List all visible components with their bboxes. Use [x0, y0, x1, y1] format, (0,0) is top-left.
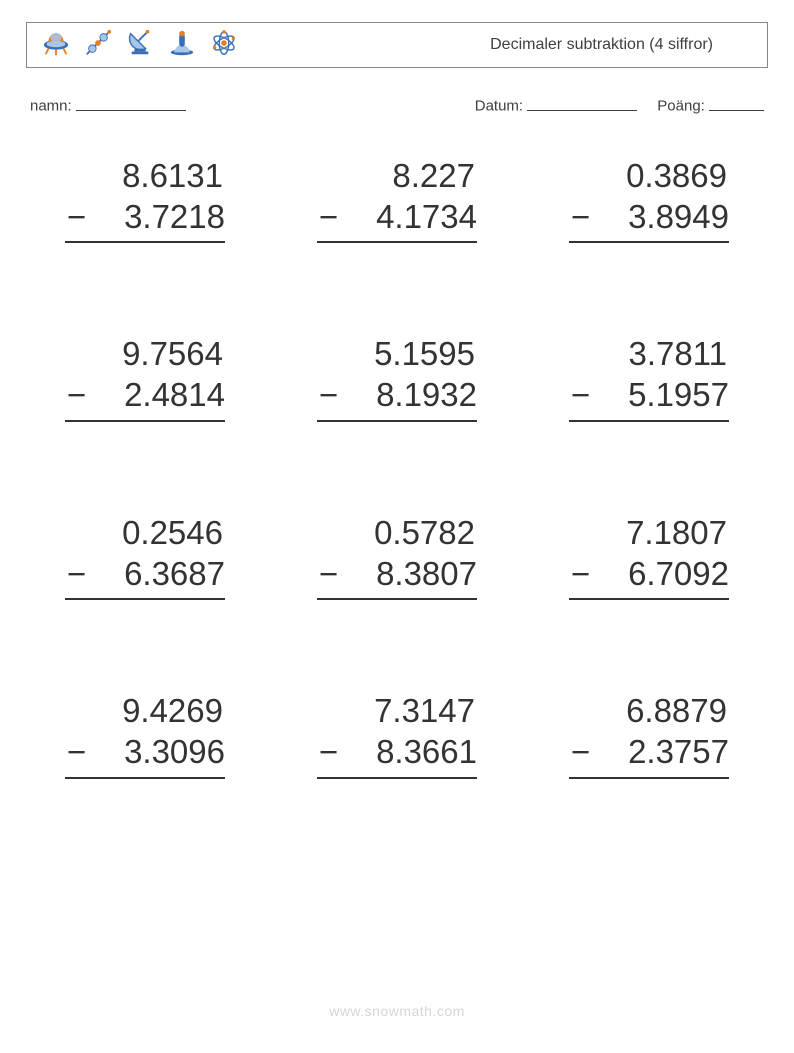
subtrahend-row: − 8.3807: [317, 553, 477, 600]
minuend: 6.8879: [626, 690, 729, 731]
info-left: namn:: [30, 94, 186, 115]
operator: −: [65, 731, 86, 772]
minuend: 9.4269: [122, 690, 225, 731]
name-label: namn:: [30, 98, 72, 115]
minuend: 3.7811: [629, 333, 729, 374]
date-blank: [527, 94, 637, 111]
operator: −: [317, 196, 338, 237]
name-blank: [76, 94, 186, 111]
subtrahend: 6.7092: [628, 553, 729, 594]
score-field: Poäng:: [657, 94, 764, 115]
operator: −: [65, 196, 86, 237]
operator: −: [65, 553, 86, 594]
worksheet-page: Decimaler subtraktion (4 siffror) namn: …: [0, 0, 794, 779]
subtrahend-row: − 4.1734: [317, 196, 477, 243]
subtrahend: 2.3757: [628, 731, 729, 772]
date-field: Datum:: [475, 94, 638, 115]
problem: 0.3869 − 3.8949: [569, 155, 729, 244]
problem: 9.7564 − 2.4814: [65, 333, 225, 422]
problem: 6.8879 − 2.3757: [569, 690, 729, 779]
info-right: Datum: Poäng:: [475, 94, 764, 115]
operator: −: [317, 553, 338, 594]
footer-watermark: www.snowmath.com: [0, 1003, 794, 1019]
subtrahend-row: − 5.1957: [569, 374, 729, 421]
telescope-icon: [167, 28, 197, 63]
atom-icon: [209, 28, 239, 63]
minuend: 9.7564: [122, 333, 225, 374]
operator: −: [569, 374, 590, 415]
subtrahend-row: − 3.8949: [569, 196, 729, 243]
name-field: namn:: [30, 94, 186, 115]
subtrahend: 8.1932: [376, 374, 477, 415]
problem: 0.5782 − 8.3807: [317, 512, 477, 601]
subtrahend-row: − 6.3687: [65, 553, 225, 600]
problem: 0.2546 − 6.3687: [65, 512, 225, 601]
header-box: Decimaler subtraktion (4 siffror): [26, 22, 768, 68]
satellite-icon: [83, 28, 113, 63]
info-row: namn: Datum: Poäng:: [26, 94, 768, 115]
minuend: 8.227: [392, 155, 477, 196]
operator: −: [317, 374, 338, 415]
minuend: 8.6131: [122, 155, 225, 196]
minuend: 7.1807: [626, 512, 729, 553]
minuend: 5.1595: [374, 333, 477, 374]
subtrahend: 6.3687: [124, 553, 225, 594]
subtrahend: 3.8949: [628, 196, 729, 237]
problem: 5.1595 − 8.1932: [317, 333, 477, 422]
date-label: Datum:: [475, 98, 523, 115]
problems-grid: 8.6131 − 3.7218 8.227 − 4.1734 0.3869 − …: [26, 155, 768, 779]
worksheet-title: Decimaler subtraktion (4 siffror): [490, 36, 713, 54]
subtrahend: 5.1957: [628, 374, 729, 415]
minuend: 0.3869: [626, 155, 729, 196]
subtrahend: 3.7218: [124, 196, 225, 237]
score-label: Poäng:: [657, 98, 705, 115]
subtrahend-row: − 6.7092: [569, 553, 729, 600]
subtrahend: 8.3807: [376, 553, 477, 594]
problem: 7.1807 − 6.7092: [569, 512, 729, 601]
problem: 9.4269 − 3.3096: [65, 690, 225, 779]
problem: 8.6131 − 3.7218: [65, 155, 225, 244]
minuend: 7.3147: [374, 690, 477, 731]
subtrahend-row: − 2.4814: [65, 374, 225, 421]
score-blank: [709, 94, 764, 111]
subtrahend-row: − 2.3757: [569, 731, 729, 778]
problem: 8.227 − 4.1734: [317, 155, 477, 244]
problem: 7.3147 − 8.3661: [317, 690, 477, 779]
operator: −: [569, 731, 590, 772]
subtrahend: 4.1734: [376, 196, 477, 237]
operator: −: [65, 374, 86, 415]
header-icons: [41, 28, 239, 63]
subtrahend: 2.4814: [124, 374, 225, 415]
subtrahend-row: − 3.3096: [65, 731, 225, 778]
operator: −: [317, 731, 338, 772]
operator: −: [569, 196, 590, 237]
operator: −: [569, 553, 590, 594]
problem: 3.7811 − 5.1957: [569, 333, 729, 422]
subtrahend: 3.3096: [124, 731, 225, 772]
radar-dish-icon: [125, 28, 155, 63]
ufo-icon: [41, 28, 71, 63]
subtrahend: 8.3661: [376, 731, 477, 772]
subtrahend-row: − 8.1932: [317, 374, 477, 421]
minuend: 0.2546: [122, 512, 225, 553]
minuend: 0.5782: [374, 512, 477, 553]
subtrahend-row: − 3.7218: [65, 196, 225, 243]
subtrahend-row: − 8.3661: [317, 731, 477, 778]
